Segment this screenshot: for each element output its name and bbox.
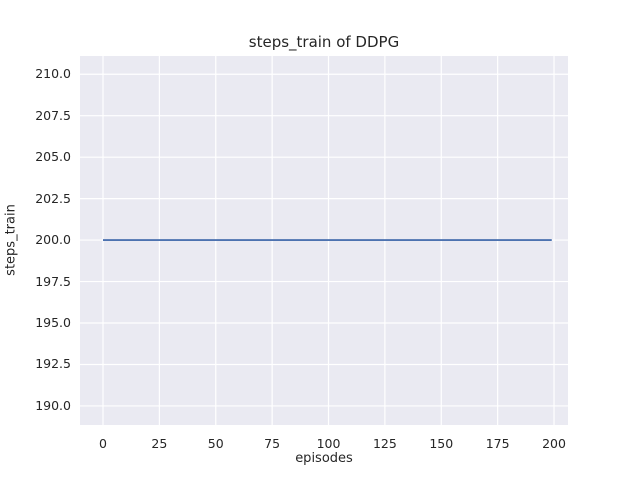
- y-tick-label: 197.5: [35, 273, 71, 289]
- y-tick-label: 195.0: [35, 315, 71, 330]
- x-tick-label: 75: [264, 436, 281, 451]
- y-tick-label: 200.0: [35, 232, 71, 248]
- y-tick-label: 205.0: [35, 149, 71, 165]
- chart-title: steps_train of DDPG: [248, 33, 400, 51]
- x-tick-label: 100: [316, 436, 341, 451]
- x-tick-label: 125: [372, 436, 397, 451]
- x-tick-label: 200: [542, 436, 566, 451]
- y-tick-label: 192.5: [35, 356, 71, 372]
- y-tick-label: 210.0: [35, 66, 71, 82]
- plot-area: [80, 56, 568, 425]
- x-tick-label: 0: [99, 436, 107, 451]
- y-tick-label: 190.0: [35, 397, 71, 413]
- y-axis-label: steps_train: [3, 204, 19, 276]
- x-tick-label: 25: [151, 436, 168, 451]
- x-tick-label: 50: [207, 436, 224, 451]
- y-tick-label: 202.5: [35, 190, 71, 206]
- y-tick-label: 207.5: [35, 107, 71, 123]
- x-axis-label: episodes: [295, 451, 353, 466]
- x-tick-label: 150: [429, 436, 454, 451]
- x-tick-label: 175: [485, 436, 510, 451]
